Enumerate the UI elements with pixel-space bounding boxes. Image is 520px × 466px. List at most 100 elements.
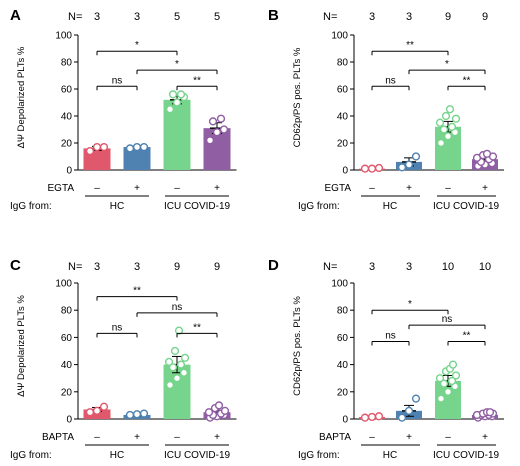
data-point xyxy=(485,408,495,417)
y-tick-label: 100 xyxy=(55,279,72,290)
panel-label: B xyxy=(268,7,279,24)
y-tick-label: 40 xyxy=(61,112,73,123)
y-tick-label: 40 xyxy=(337,112,349,123)
treatment-sign: – xyxy=(94,183,100,194)
data-point xyxy=(165,105,175,114)
data-point xyxy=(125,144,135,153)
significance-label: ** xyxy=(463,75,471,86)
treatment-sign: + xyxy=(482,432,488,443)
igg-label: IgG from: xyxy=(298,201,340,212)
treatment-sign: – xyxy=(174,183,180,194)
y-tick-label: 100 xyxy=(331,279,348,290)
y-tick-label: 20 xyxy=(337,139,349,150)
condition-label: BAPTA xyxy=(319,432,351,443)
significance-label: ns xyxy=(172,302,183,313)
data-point xyxy=(360,164,370,173)
n-prefix: N= xyxy=(323,11,337,23)
y-tick-label: 100 xyxy=(55,31,72,42)
data-point xyxy=(92,142,102,152)
significance-label: * xyxy=(135,40,139,51)
significance-label: * xyxy=(408,299,412,310)
data-point xyxy=(165,380,175,390)
n-value-hc-control: 3 xyxy=(369,261,375,273)
y-tick-label: 0 xyxy=(66,415,72,426)
plot-area: 0 20 40 60 80 100 * ns ns ** xyxy=(331,279,504,426)
group-label-hc: HC xyxy=(110,450,124,461)
group-label-covid: ICU COVID-19 xyxy=(433,450,500,461)
data-point xyxy=(367,164,377,173)
significance-label: * xyxy=(445,59,449,70)
significance-label: ** xyxy=(193,322,201,333)
data-point xyxy=(448,360,458,369)
significance-label: ns xyxy=(112,322,123,333)
n-prefix: N= xyxy=(323,261,337,273)
data-point xyxy=(132,410,142,419)
data-point xyxy=(451,371,461,380)
data-point xyxy=(99,142,109,152)
y-axis-label: CD62p/PS pos. PLTs % xyxy=(292,296,303,396)
treatment-sign: + xyxy=(134,183,140,194)
data-point xyxy=(411,152,421,161)
data-point xyxy=(92,406,102,415)
significance-label: * xyxy=(175,59,179,70)
y-tick-label: 20 xyxy=(61,387,73,398)
data-point xyxy=(208,117,218,126)
y-tick-label: 80 xyxy=(61,306,73,317)
data-point xyxy=(411,394,421,403)
data-point xyxy=(451,114,461,123)
data-point xyxy=(435,118,445,127)
panel-b: B N= 3 3 9 9 CD62p/PS pos. PLTs % 0 20 40 6… xyxy=(268,7,504,212)
n-value-covid-treated: 9 xyxy=(482,11,488,23)
n-value-hc-treated: 3 xyxy=(406,261,412,273)
group-label-hc: HC xyxy=(110,201,124,212)
y-tick-label: 20 xyxy=(61,139,73,150)
y-axis-label: ΔΨ Depolarized PLTs % xyxy=(16,46,27,148)
n-value-covid-control: 9 xyxy=(445,11,451,23)
data-point xyxy=(168,90,178,99)
panel-a: A N= 3 3 5 5 ΔΨ Depolarized PLTs % 0 20 40… xyxy=(10,7,237,212)
y-tick-label: 0 xyxy=(342,166,348,177)
panel-label: A xyxy=(10,7,21,24)
treatment-sign: – xyxy=(369,432,375,443)
data-point xyxy=(404,160,414,169)
data-point xyxy=(172,98,182,107)
data-point xyxy=(139,409,149,418)
significance-label: ** xyxy=(193,75,201,86)
n-prefix: N= xyxy=(68,261,82,273)
data-point xyxy=(179,368,189,377)
y-tick-label: 0 xyxy=(342,415,348,426)
data-point xyxy=(176,360,186,369)
y-tick-label: 100 xyxy=(331,31,348,42)
data-point xyxy=(139,142,149,152)
significance-label: ** xyxy=(463,330,471,341)
data-point xyxy=(216,114,226,123)
treatment-sign: + xyxy=(134,432,140,443)
plot-area: 0 20 40 60 80 100 ** ns ns ** xyxy=(55,279,237,426)
treatment-sign: – xyxy=(94,432,100,443)
n-value-covid-control: 9 xyxy=(174,261,180,273)
n-value-covid-treated: 5 xyxy=(214,11,220,23)
y-tick-label: 80 xyxy=(337,58,349,69)
significance-label: ns xyxy=(442,314,453,325)
y-tick-label: 40 xyxy=(337,360,349,371)
data-point xyxy=(176,90,186,99)
treatment-sign: + xyxy=(214,432,220,443)
n-value-covid-control: 5 xyxy=(174,11,180,23)
significance-label: ns xyxy=(385,330,396,341)
n-value-covid-treated: 9 xyxy=(214,261,220,273)
significance-label: ** xyxy=(406,40,414,51)
data-point xyxy=(439,379,449,388)
data-point xyxy=(170,346,180,356)
treatment-sign: – xyxy=(369,183,375,194)
data-point xyxy=(397,413,407,422)
significance-label: ns xyxy=(385,75,396,86)
data-point xyxy=(360,413,370,422)
igg-label: IgG from: xyxy=(10,201,52,212)
group-label-covid: ICU COVID-19 xyxy=(164,450,231,461)
treatment-sign: + xyxy=(214,183,220,194)
data-point xyxy=(220,406,230,415)
y-tick-label: 60 xyxy=(337,333,349,344)
treatment-sign: – xyxy=(174,432,180,443)
